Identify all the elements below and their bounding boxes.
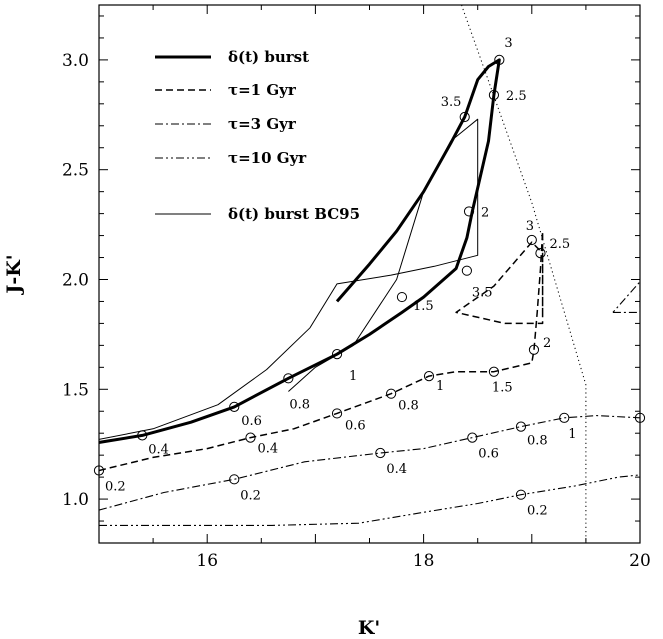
age-marker: [375, 447, 386, 459]
age-label: 0.8: [289, 397, 310, 412]
age-marker: [423, 371, 435, 382]
age-marker: [494, 54, 505, 65]
age-marker: [488, 89, 500, 101]
legend-entry: τ=3 Gyr: [228, 115, 297, 133]
age-marker: [634, 412, 646, 423]
age-label: 0.8: [398, 399, 419, 414]
age-label: 0.2: [105, 480, 126, 495]
age-marker: [535, 248, 546, 259]
series-line-0: [99, 58, 501, 444]
age-marker: [386, 388, 397, 399]
x-tick-label: 18: [413, 551, 435, 571]
x-tick-label: 16: [196, 551, 218, 571]
age-marker: [229, 474, 240, 485]
age-label: 1: [436, 379, 444, 394]
age-label: 0.4: [148, 442, 169, 457]
age-marker: [229, 401, 240, 412]
age-marker: [528, 344, 540, 355]
age-marker: [331, 408, 343, 419]
age-marker: [245, 432, 256, 443]
age-marker: [283, 373, 294, 384]
age-label: 0.2: [527, 504, 548, 519]
age-marker: [488, 366, 500, 377]
age-label: 3.5: [472, 286, 493, 301]
series-line-1: [99, 230, 544, 472]
age-label: 0.6: [345, 418, 366, 433]
age-marker: [463, 206, 475, 217]
x-axis-label: K': [358, 617, 380, 639]
series-line-3: [99, 474, 640, 526]
legend: δ(t) burst τ=1 Gyr τ=3 Gyr τ=10 Gyr δ(t) bur…: [155, 48, 360, 223]
age-label: 2.5: [549, 237, 570, 252]
age-label: 0.4: [386, 462, 407, 477]
series-lines: [99, 5, 640, 543]
x-tick-label: 20: [629, 551, 651, 571]
point-markers: [93, 54, 646, 500]
age-labels: 0.2 0.4 0.6 0.8 1 1.5 2 2.5 3 3.5 0.4 0.6 0.8 1 1.5 2 2.…: [105, 36, 577, 519]
legend-entry: δ(t) burst: [228, 48, 309, 66]
y-axis-label: J-K': [3, 254, 25, 295]
age-marker: [515, 489, 527, 500]
y-tick-label: 2.5: [62, 161, 89, 181]
series-line-2: [99, 415, 640, 511]
y-tick-label: 1.5: [62, 380, 89, 400]
age-marker: [459, 111, 470, 123]
age-label: 3.5: [441, 95, 462, 110]
legend-entry: τ=1 Gyr: [228, 81, 297, 99]
age-label: 2: [481, 205, 489, 220]
age-label: 3: [526, 219, 534, 234]
age-label: 1.5: [413, 299, 434, 314]
age-label: 2.5: [506, 89, 527, 104]
y-tick-label: 1.0: [62, 490, 89, 510]
age-label: 3: [504, 36, 512, 51]
age-marker: [461, 265, 472, 276]
age-marker: [515, 421, 527, 432]
age-label: 0.4: [257, 442, 278, 457]
age-marker: [559, 412, 570, 423]
series-line-6: [612, 281, 640, 313]
age-label: 1: [349, 369, 357, 384]
age-label: 2: [543, 336, 551, 351]
age-marker: [331, 349, 343, 360]
age-label: 1: [568, 427, 576, 442]
age-label: 0.8: [527, 434, 548, 449]
age-label: 0.6: [241, 414, 262, 429]
y-tick-label: 2.0: [62, 270, 89, 290]
plot-frame: [98, 4, 641, 544]
y-tick-label: 3.0: [62, 51, 89, 71]
series-line-5: [461, 5, 587, 543]
age-marker: [396, 291, 408, 303]
legend-entry: τ=10 Gyr: [228, 149, 307, 167]
age-label: 1.5: [492, 381, 513, 396]
age-marker: [467, 432, 478, 443]
age-label: 0.6: [478, 447, 499, 462]
age-marker: [93, 465, 105, 476]
series-line-4: [99, 118, 479, 440]
legend-entry: δ(t) burst BC95: [228, 205, 360, 223]
age-label: 0.2: [240, 488, 261, 503]
age-marker: [137, 430, 148, 441]
age-marker: [526, 234, 537, 246]
axis-ticks: 16 18 20 1.0 1.5 2.0 2.5 3.0: [62, 5, 651, 571]
